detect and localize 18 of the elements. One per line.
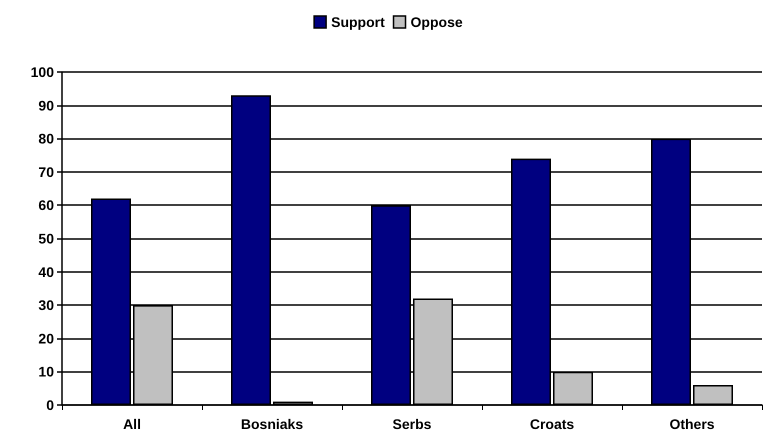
- y-tick-label: 50: [38, 230, 54, 246]
- y-tick-label: 60: [38, 197, 54, 214]
- y-tick-label: 10: [38, 364, 54, 380]
- x-tick-label: Others: [669, 416, 715, 432]
- y-tick-label: 70: [38, 164, 54, 180]
- x-tick-label: Bosniaks: [240, 416, 304, 432]
- x-tick-label: All: [123, 416, 141, 432]
- y-tick-label: 40: [38, 264, 54, 280]
- y-tick-label: 20: [38, 330, 54, 346]
- y-tick-label: 30: [38, 297, 54, 314]
- y-tick-label: 0: [46, 397, 54, 413]
- legend-label: Oppose: [410, 14, 463, 30]
- y-tick-label: 80: [38, 130, 54, 147]
- legend-label: Support: [331, 14, 386, 30]
- x-tick-label: Croats: [530, 416, 574, 432]
- x-tick-label: Serbs: [392, 416, 432, 432]
- y-tick-label: 100: [30, 64, 54, 80]
- y-tick-label: 90: [38, 97, 54, 114]
